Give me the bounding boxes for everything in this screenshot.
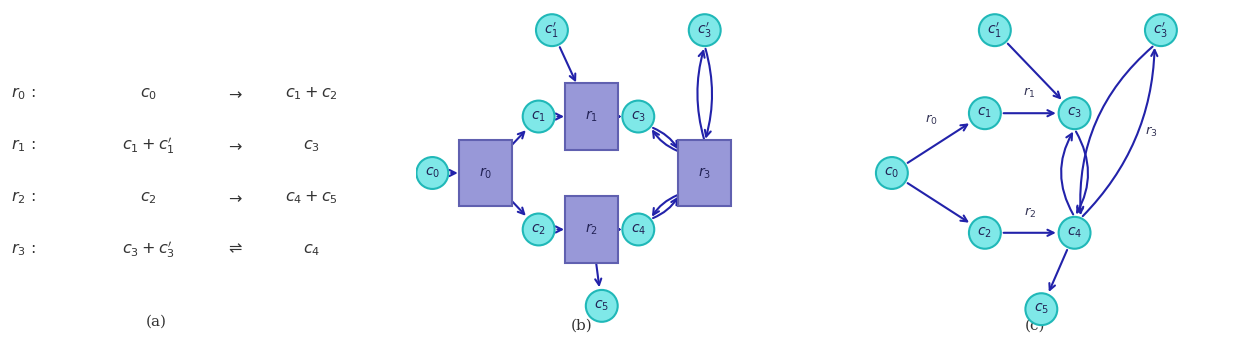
Circle shape bbox=[876, 157, 908, 189]
Circle shape bbox=[969, 217, 1001, 249]
Text: $c_1$: $c_1$ bbox=[977, 106, 993, 120]
Text: $c_0$: $c_0$ bbox=[425, 166, 440, 180]
Text: $c_3$: $c_3$ bbox=[1067, 106, 1082, 120]
Circle shape bbox=[536, 14, 567, 46]
Text: $c_5$: $c_5$ bbox=[594, 299, 609, 313]
Text: $c_3'$: $c_3'$ bbox=[1154, 20, 1169, 40]
FancyBboxPatch shape bbox=[565, 196, 619, 263]
Circle shape bbox=[416, 157, 448, 189]
Circle shape bbox=[523, 213, 555, 245]
Text: $c_0$: $c_0$ bbox=[140, 85, 157, 102]
Circle shape bbox=[623, 213, 654, 245]
Text: $r_3$: $r_3$ bbox=[698, 165, 711, 181]
Text: $c_1$: $c_1$ bbox=[531, 109, 546, 124]
Text: $r_0$: $r_0$ bbox=[926, 113, 938, 127]
Circle shape bbox=[689, 14, 721, 46]
Circle shape bbox=[586, 290, 618, 322]
Text: $c_1'$: $c_1'$ bbox=[988, 20, 1003, 40]
FancyBboxPatch shape bbox=[565, 83, 619, 150]
Text: $r_3\,:$: $r_3\,:$ bbox=[11, 240, 36, 258]
Text: $r_2$: $r_2$ bbox=[585, 222, 599, 237]
Text: $r_1\,:$: $r_1\,:$ bbox=[11, 137, 36, 154]
Text: $r_2$: $r_2$ bbox=[1024, 206, 1035, 220]
Text: $c_4$: $c_4$ bbox=[1067, 226, 1082, 240]
Text: $c_4$: $c_4$ bbox=[630, 222, 645, 237]
Circle shape bbox=[979, 14, 1010, 46]
Text: $c_0$: $c_0$ bbox=[884, 166, 899, 180]
Text: $c_1+c_1^{\prime}$: $c_1+c_1^{\prime}$ bbox=[122, 134, 175, 156]
Text: (a): (a) bbox=[146, 315, 166, 329]
Text: $c_1'$: $c_1'$ bbox=[545, 20, 560, 40]
Text: $\rightarrow$: $\rightarrow$ bbox=[225, 189, 243, 206]
Text: $r_0$: $r_0$ bbox=[479, 165, 492, 181]
Text: $r_2\,:$: $r_2\,:$ bbox=[11, 189, 36, 206]
Circle shape bbox=[1059, 217, 1091, 249]
Text: $c_1+c_2$: $c_1+c_2$ bbox=[286, 85, 338, 102]
Text: $c_2$: $c_2$ bbox=[531, 222, 546, 237]
Text: $c_2$: $c_2$ bbox=[977, 226, 993, 240]
Text: $c_5$: $c_5$ bbox=[1034, 302, 1049, 316]
Text: $\rightarrow$: $\rightarrow$ bbox=[225, 137, 243, 154]
Text: $c_4+c_5$: $c_4+c_5$ bbox=[286, 189, 338, 206]
Text: $r_3$: $r_3$ bbox=[1145, 125, 1157, 138]
Text: $\rightleftharpoons$: $\rightleftharpoons$ bbox=[225, 240, 243, 258]
Text: (c): (c) bbox=[1024, 318, 1045, 333]
Text: $\rightarrow$: $\rightarrow$ bbox=[225, 85, 243, 102]
Text: $c_2$: $c_2$ bbox=[140, 189, 157, 206]
Circle shape bbox=[623, 101, 654, 133]
Text: $r_0\,:$: $r_0\,:$ bbox=[11, 85, 36, 102]
Text: (b): (b) bbox=[571, 318, 593, 333]
FancyBboxPatch shape bbox=[459, 140, 512, 206]
Text: $r_1$: $r_1$ bbox=[585, 109, 599, 124]
Circle shape bbox=[1059, 97, 1091, 129]
Circle shape bbox=[523, 101, 555, 133]
Text: $c_3'$: $c_3'$ bbox=[697, 20, 712, 40]
FancyBboxPatch shape bbox=[678, 140, 731, 206]
Circle shape bbox=[1145, 14, 1177, 46]
Text: $c_4$: $c_4$ bbox=[303, 240, 321, 258]
Circle shape bbox=[1025, 293, 1057, 325]
Text: $c_3+c_3^{\prime}$: $c_3+c_3^{\prime}$ bbox=[122, 238, 175, 260]
Text: $r_1$: $r_1$ bbox=[1024, 86, 1035, 100]
Text: $c_3$: $c_3$ bbox=[630, 109, 645, 124]
Text: $c_3$: $c_3$ bbox=[303, 137, 321, 154]
Circle shape bbox=[969, 97, 1001, 129]
